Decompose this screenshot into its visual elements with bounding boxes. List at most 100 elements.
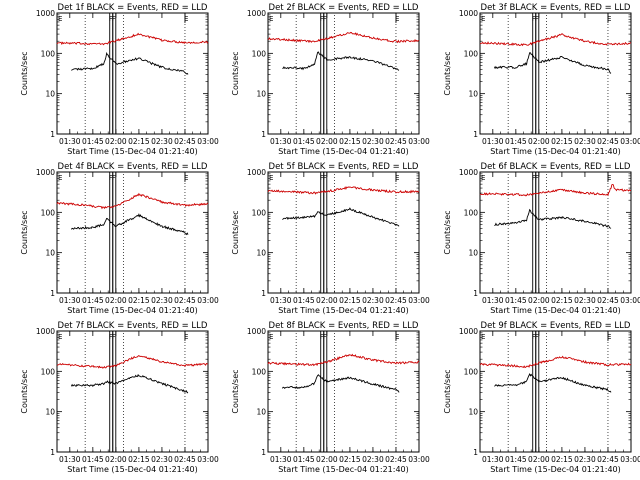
x-axis-label: Start Time (15-Dec-04 01:21:40)	[67, 465, 198, 474]
panel-title: Det 2f BLACK = Events, RED = LLD	[269, 3, 419, 13]
x-axis-label: Start Time (15-Dec-04 01:21:40)	[490, 306, 621, 315]
x-tick-label: 02:30	[151, 455, 173, 464]
x-tick-label: 02:00	[105, 455, 127, 464]
x-tick-label: 03:00	[408, 296, 430, 305]
x-tick-label: 01:45	[82, 137, 104, 146]
plot-frame	[56, 12, 209, 135]
x-tick-label: 02:00	[105, 137, 127, 146]
marker-label: E	[269, 333, 273, 341]
marker-label: F	[109, 333, 113, 341]
y-tick-label: 10	[256, 249, 266, 258]
x-tick-label: 01:30	[270, 455, 292, 464]
series-line-events	[70, 213, 189, 236]
x-tick-label: 03:00	[620, 455, 640, 464]
x-axis-label: Start Time (15-Dec-04 01:21:40)	[67, 147, 198, 156]
x-tick-label: 03:00	[197, 137, 219, 146]
marker-label: E	[269, 15, 273, 23]
panel-title: Det 6f BLACK = Events, RED = LLD	[481, 162, 631, 172]
y-tick-label: 100	[252, 49, 267, 58]
x-tick-label: 01:45	[82, 296, 104, 305]
x-axis-label: Start Time (15-Dec-04 01:21:40)	[490, 147, 621, 156]
series-line-lld	[267, 353, 420, 367]
x-tick-label: 02:15	[128, 455, 150, 464]
marker-label: F	[535, 15, 539, 23]
y-tick-label: 100	[464, 367, 479, 376]
y-tick-label: 10	[256, 408, 266, 417]
marker-label: E	[184, 333, 188, 341]
marker-label: E	[481, 174, 485, 182]
x-tick-label: 01:30	[270, 296, 292, 305]
x-tick-label: 02:45	[385, 137, 407, 146]
y-tick-label: 1000	[459, 9, 478, 18]
x-tick-label: 02:15	[551, 296, 573, 305]
marker-label: E	[607, 174, 611, 182]
x-tick-label: 02:15	[551, 455, 573, 464]
series-line-events	[494, 373, 612, 393]
y-tick-label: 100	[464, 208, 479, 217]
x-tick-label: 02:30	[362, 455, 384, 464]
y-axis-label: Counts/sec	[443, 51, 452, 95]
series-line-events	[281, 374, 400, 393]
y-tick-label: 100	[41, 49, 56, 58]
x-tick-label: 02:15	[128, 296, 150, 305]
x-tick-label: 02:45	[597, 455, 619, 464]
marker-label: E	[395, 15, 399, 23]
x-tick-label: 01:30	[59, 137, 81, 146]
y-tick-label: 100	[252, 367, 267, 376]
x-axis-label: Start Time (15-Dec-04 01:21:40)	[490, 465, 621, 474]
x-tick-label: 02:15	[339, 296, 361, 305]
y-tick-label: 10	[468, 249, 478, 258]
x-tick-label: 02:45	[174, 296, 196, 305]
x-tick-label: 02:45	[174, 455, 196, 464]
marker-label: E	[607, 15, 611, 23]
x-axis-label: Start Time (15-Dec-04 01:21:40)	[278, 465, 409, 474]
x-axis-label: Start Time (15-Dec-04 01:21:40)	[278, 306, 409, 315]
x-tick-label: 02:45	[385, 296, 407, 305]
series-line-lld	[267, 31, 420, 44]
series-line-lld	[56, 32, 209, 46]
x-tick-label: 02:15	[128, 137, 150, 146]
y-tick-label: 1000	[459, 327, 478, 336]
y-tick-label: 1000	[36, 327, 55, 336]
marker-label: F	[323, 174, 327, 182]
y-tick-label: 10	[45, 408, 55, 417]
x-tick-label: 02:15	[551, 137, 573, 146]
marker-label: E	[395, 333, 399, 341]
x-tick-label: 01:45	[82, 455, 104, 464]
x-tick-label: 03:00	[620, 137, 640, 146]
y-tick-label: 1	[473, 448, 478, 457]
y-axis-label: Counts/sec	[231, 210, 240, 254]
x-axis-label: Start Time (15-Dec-04 01:21:40)	[67, 306, 198, 315]
plot-frame	[479, 12, 632, 135]
x-tick-label: 02:30	[574, 137, 596, 146]
x-tick-label: 01:30	[482, 296, 504, 305]
x-tick-label: 02:45	[174, 137, 196, 146]
marker-label: F	[112, 174, 116, 182]
marker-label: F	[320, 174, 324, 182]
series-line-lld	[479, 183, 632, 197]
series-line-events	[70, 373, 189, 394]
y-tick-label: 1	[50, 448, 55, 457]
y-tick-label: 10	[468, 90, 478, 99]
y-tick-label: 1000	[459, 168, 478, 177]
x-tick-label: 02:30	[151, 137, 173, 146]
marker-label: F	[532, 15, 536, 23]
x-tick-label: 02:45	[385, 455, 407, 464]
series-line-events	[282, 207, 400, 227]
x-tick-label: 01:45	[505, 455, 527, 464]
marker-label: F	[320, 333, 324, 341]
marker-label: E	[58, 333, 62, 341]
series-line-events	[493, 52, 612, 74]
series-line-lld	[56, 192, 209, 210]
series-line-events	[282, 51, 400, 71]
panel-title: Det 8f BLACK = Events, RED = LLD	[269, 321, 419, 331]
x-tick-label: 02:00	[528, 137, 550, 146]
x-tick-label: 02:30	[362, 296, 384, 305]
y-tick-label: 1	[473, 289, 478, 298]
marker-label: F	[532, 174, 536, 182]
plot-frame	[267, 12, 420, 135]
x-tick-label: 01:30	[270, 137, 292, 146]
x-tick-label: 02:30	[362, 137, 384, 146]
x-tick-label: 02:00	[316, 137, 338, 146]
